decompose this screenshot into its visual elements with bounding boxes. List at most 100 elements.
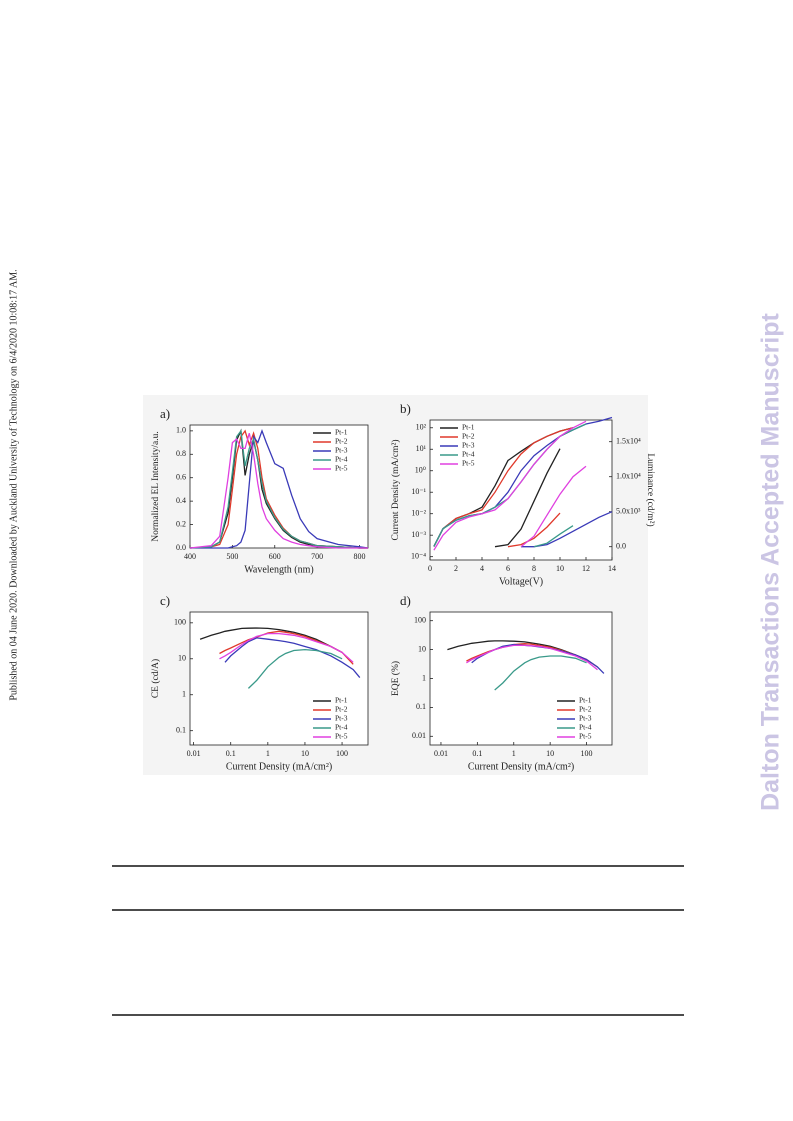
y-tick-label: 10⁻¹ xyxy=(411,487,426,496)
legend-label: Pt-1 xyxy=(462,423,475,432)
series-line xyxy=(494,655,587,691)
y-tick-label: 1 xyxy=(182,690,186,699)
x-tick-label: 0.1 xyxy=(472,749,482,758)
legend-label: Pt-5 xyxy=(462,459,475,468)
x-tick-label: 400 xyxy=(184,552,196,561)
y-tick-label: 10⁻⁴ xyxy=(411,552,426,561)
series-line xyxy=(219,632,354,663)
legend-label: Pt-3 xyxy=(462,441,475,450)
series-line xyxy=(447,640,587,661)
x-axis-title: Wavelength (nm) xyxy=(244,564,313,575)
series-line xyxy=(199,627,343,653)
x-tick-label: 800 xyxy=(354,552,366,561)
side-note: Published on 04 June 2020. Downloaded by… xyxy=(8,269,19,700)
y-axis-title: Normalized EL Intensity/a.u. xyxy=(151,431,161,541)
y2-tick-label: 5.0x10³ xyxy=(616,507,641,516)
x-tick-label: 10 xyxy=(546,749,554,758)
x-tick-label: 12 xyxy=(582,564,590,573)
y-tick-label: 10 xyxy=(178,654,186,663)
x-tick-label: 100 xyxy=(336,749,348,758)
x-tick-label: 10 xyxy=(556,564,564,573)
x-tick-label: 0.01 xyxy=(434,749,448,758)
series-line xyxy=(247,648,343,689)
x-tick-label: 4 xyxy=(480,564,484,573)
panel-label: c) xyxy=(160,593,170,608)
x-tick-label: 0.01 xyxy=(187,749,201,758)
y-axis-title: EQE (%) xyxy=(390,661,401,696)
x-tick-label: 2 xyxy=(454,564,458,573)
y-tick-label: 0.2 xyxy=(176,519,186,528)
series-line xyxy=(466,644,598,671)
x-tick-label: 0 xyxy=(428,564,432,573)
x-axis-title: Voltage(V) xyxy=(499,576,543,587)
legend-label: Pt-4 xyxy=(462,450,475,459)
series-line xyxy=(433,420,587,551)
y-tick-label: 0.6 xyxy=(176,473,186,482)
y-tick-label: 0.1 xyxy=(416,702,426,711)
y-tick-label: 10 xyxy=(418,644,426,653)
legend-label: Pt-5 xyxy=(579,732,592,741)
y-tick-label: 1 xyxy=(422,673,426,682)
x-tick-label: 10 xyxy=(301,749,309,758)
x-tick-label: 600 xyxy=(269,552,281,561)
legend-label: Pt-2 xyxy=(462,432,475,441)
x-tick-label: 8 xyxy=(532,564,536,573)
x-tick-label: 1 xyxy=(266,749,270,758)
plot-frame xyxy=(189,424,369,549)
y2-tick-label: 1.0x10⁴ xyxy=(616,472,641,481)
series-line xyxy=(189,429,368,549)
series-line xyxy=(190,428,369,549)
y-tick-label: 10⁻³ xyxy=(411,530,426,539)
legend-label: Pt-4 xyxy=(579,723,592,732)
series-line xyxy=(494,448,561,548)
x-tick-label: 500 xyxy=(226,552,238,561)
legend-label: Pt-3 xyxy=(335,446,348,455)
y-tick-label: 1.0 xyxy=(176,426,186,435)
panel-label: b) xyxy=(400,401,411,416)
y2-tick-label: 0.0 xyxy=(616,542,626,551)
legend-label: Pt-1 xyxy=(579,696,592,705)
watermark: Dalton Transactions Accepted Manuscript xyxy=(757,312,785,810)
y2-axis-title: Luminance (cd/m²) xyxy=(645,453,656,526)
y-axis-title: CE (cd/A) xyxy=(150,659,161,698)
legend-label: Pt-2 xyxy=(579,705,592,714)
legend-label: Pt-4 xyxy=(335,455,348,464)
y-tick-label: 100 xyxy=(414,616,426,625)
y-tick-label: 10⁰ xyxy=(415,466,426,475)
y-tick-label: 100 xyxy=(174,618,186,627)
y-tick-label: 0.4 xyxy=(176,496,186,505)
x-tick-label: 14 xyxy=(608,564,616,573)
legend-label: Pt-2 xyxy=(335,437,348,446)
legend-label: Pt-2 xyxy=(335,705,348,714)
y-tick-label: 0.0 xyxy=(176,543,186,552)
legend-label: Pt-5 xyxy=(335,732,348,741)
series-line xyxy=(507,512,561,548)
y-tick-label: 10² xyxy=(416,423,427,432)
legend-label: Pt-4 xyxy=(335,723,348,732)
series-line xyxy=(520,465,587,548)
y-tick-label: 0.1 xyxy=(176,726,186,735)
plot-frame xyxy=(429,611,613,746)
series-line xyxy=(189,433,368,549)
x-axis-title: Current Density (mA/cm²) xyxy=(468,761,574,772)
panel-label: d) xyxy=(400,593,411,608)
x-tick-label: 6 xyxy=(506,564,510,573)
panel-label: a) xyxy=(160,406,170,421)
y-tick-label: 10⁻² xyxy=(411,509,426,518)
legend-label: Pt-1 xyxy=(335,428,348,437)
legend-label: Pt-3 xyxy=(579,714,592,723)
x-tick-label: 0.1 xyxy=(226,749,236,758)
series-line xyxy=(433,427,574,547)
y-tick-label: 0.8 xyxy=(176,449,186,458)
y-tick-label: 10¹ xyxy=(416,444,427,453)
x-axis-title: Current Density (mA/cm²) xyxy=(226,761,332,772)
x-tick-label: 100 xyxy=(581,749,593,758)
legend-label: Pt-5 xyxy=(335,464,348,473)
y-axis-title: Current Density (mA/cm²) xyxy=(390,440,401,541)
plot-frame xyxy=(429,419,613,561)
y2-tick-label: 1.5x10⁴ xyxy=(616,437,641,446)
y-tick-label: 0.01 xyxy=(412,731,426,740)
legend-label: Pt-1 xyxy=(335,696,348,705)
x-tick-label: 1 xyxy=(512,749,516,758)
